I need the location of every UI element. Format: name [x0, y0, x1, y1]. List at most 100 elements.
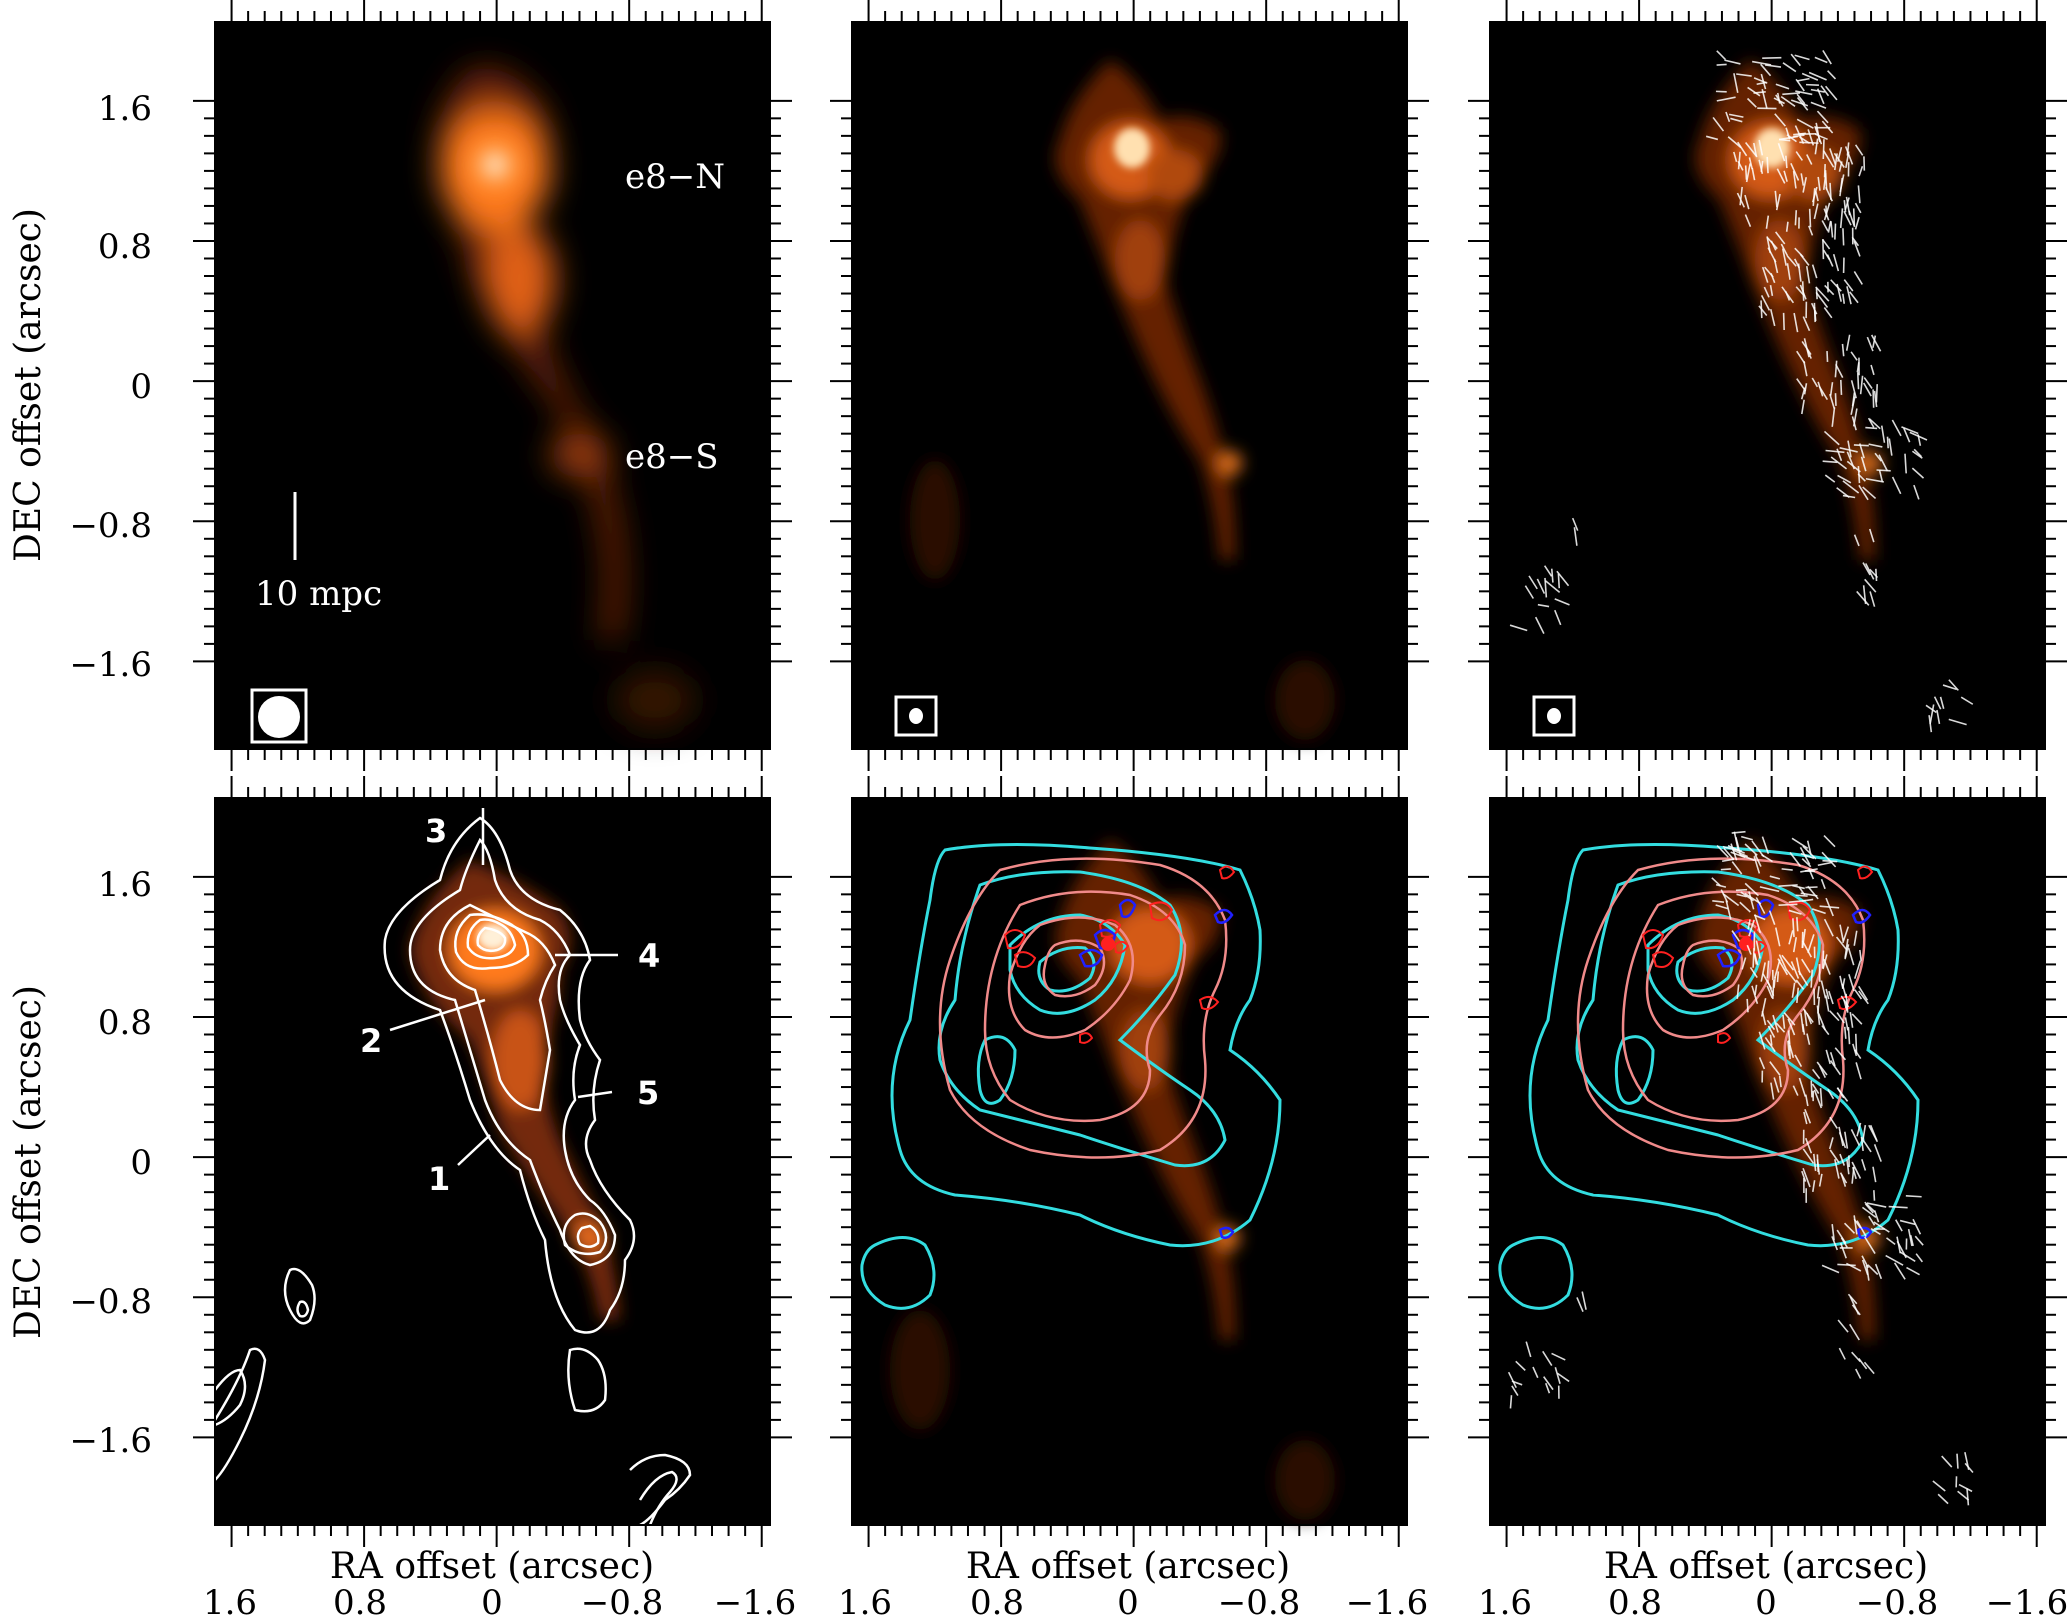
polarization-vector — [1911, 467, 1925, 479]
cyan-contour — [890, 842, 1282, 1248]
red-contour — [1856, 865, 1874, 880]
polarization-vector — [1876, 469, 1891, 472]
polarization-vector — [1843, 1026, 1847, 1039]
polarization-vector — [1868, 443, 1883, 448]
polarization-vector — [1775, 193, 1781, 211]
polarization-vector — [1899, 1251, 1916, 1262]
polarization-vector — [1861, 1206, 1877, 1218]
polarization-vector — [1761, 1011, 1767, 1026]
polarization-vector — [1798, 1077, 1807, 1097]
ra-tick-label: −1.6 — [1986, 1583, 2069, 1620]
polarization-vector — [1851, 1304, 1861, 1316]
polarization-vector — [1795, 286, 1806, 297]
polarization-vector — [1862, 1125, 1867, 1140]
polarization-vector — [1822, 139, 1825, 160]
polarization-vector — [1906, 1266, 1920, 1276]
polarization-vector — [1782, 312, 1785, 331]
polarization-vector — [1803, 1009, 1808, 1027]
polarization-vector — [1705, 135, 1719, 141]
polarization-vector — [1833, 153, 1838, 171]
polarization-vector — [1834, 360, 1838, 378]
ra-tick-label: 1.6 — [1478, 1583, 1532, 1620]
polarization-vector — [1766, 156, 1769, 174]
polarization-vector — [1778, 1075, 1782, 1088]
polarization-vector — [1817, 176, 1821, 191]
polarization-vector — [1783, 170, 1788, 182]
polarization-vector — [1909, 1235, 1914, 1247]
polarization-vector — [1774, 231, 1786, 245]
polarization-vector — [1822, 460, 1838, 464]
polarization-vector — [1870, 364, 1875, 376]
polarization-vector — [1716, 63, 1727, 66]
polarization-vector — [1778, 903, 1798, 907]
polarization-vector — [1846, 286, 1852, 305]
polarization-vector — [1796, 93, 1806, 105]
polarization-vector — [1814, 56, 1828, 64]
polarization-vector — [1825, 995, 1830, 1012]
polarization-vector — [1848, 291, 1859, 304]
polarization-vector — [1911, 450, 1923, 459]
polarization-vector — [1766, 236, 1772, 254]
polarization-vector — [1821, 1025, 1830, 1036]
polarization-vector — [1913, 484, 1920, 500]
polarization-vector — [1844, 146, 1854, 165]
polarization-vector — [1837, 1319, 1849, 1333]
polarization-vector — [1525, 1341, 1532, 1358]
polarization-vector — [1851, 1161, 1862, 1179]
polarization-vector — [1724, 59, 1741, 65]
polarization-vector — [1774, 113, 1787, 127]
polarization-vector — [1861, 1138, 1872, 1153]
polarization-vector — [1744, 882, 1759, 897]
polarization-vector — [1528, 575, 1538, 590]
polarization-vector — [1556, 570, 1570, 587]
panel-bottom-left: 3 4 2 5 1 — [193, 776, 792, 1547]
polarization-vector — [1804, 1108, 1812, 1124]
polarization-vector — [1795, 957, 1801, 976]
polarization-vector — [1800, 387, 1806, 400]
polarization-vector — [1814, 138, 1819, 155]
polarization-vector — [1854, 144, 1864, 156]
polarization-vector — [1754, 854, 1762, 867]
polarization-vector — [1715, 904, 1729, 910]
ra-axis-title-middle: RA offset (arcsec) — [966, 1546, 1290, 1587]
dec-tick-label: 1.6 — [98, 89, 152, 129]
polarization-vector — [1849, 1323, 1860, 1341]
polarization-vector — [1815, 122, 1821, 143]
polarization-vector — [1744, 165, 1748, 180]
polarization-vector — [1858, 1357, 1868, 1370]
polarization-vector — [1957, 1490, 1970, 1501]
polarization-vector — [1751, 167, 1756, 181]
polarization-vector — [1764, 1036, 1776, 1053]
polarization-vector — [1789, 852, 1802, 867]
blue-contour — [1716, 948, 1742, 968]
polarization-vector — [1731, 930, 1741, 942]
red-peak — [1739, 937, 1753, 951]
polarization-vector — [1895, 1219, 1903, 1232]
polarization-vector — [1796, 118, 1814, 129]
polarization-vector — [1805, 83, 1819, 86]
polarization-vector — [1853, 1218, 1862, 1229]
polarization-vector — [1864, 578, 1877, 593]
polarization-vector — [1776, 168, 1786, 184]
pink-contour — [938, 857, 1228, 1159]
polarization-vector — [1843, 210, 1852, 226]
polarization-vector — [1800, 852, 1815, 860]
polarization-vector — [1766, 960, 1770, 979]
polarization-vector — [1781, 286, 1795, 304]
pink-contour — [1680, 939, 1744, 998]
polarization-vector — [1780, 95, 1796, 107]
polarization-vector — [1740, 891, 1755, 902]
polarization-vector — [1766, 985, 1773, 999]
polarization-vector — [1802, 845, 1817, 860]
polarization-vector — [1815, 286, 1830, 302]
polarization-vector — [1545, 580, 1561, 593]
polarization-vector — [1845, 196, 1851, 216]
polarization-vector — [1805, 265, 1811, 284]
polarization-vector — [1896, 1236, 1902, 1254]
polarization-vector — [1823, 164, 1826, 178]
polarization-vector — [1856, 590, 1870, 606]
polarization-vector — [1799, 846, 1811, 865]
dec-tick-label: 0 — [130, 1143, 152, 1183]
polarization-vector — [1905, 1195, 1922, 1198]
red-contour — [1641, 929, 1665, 950]
